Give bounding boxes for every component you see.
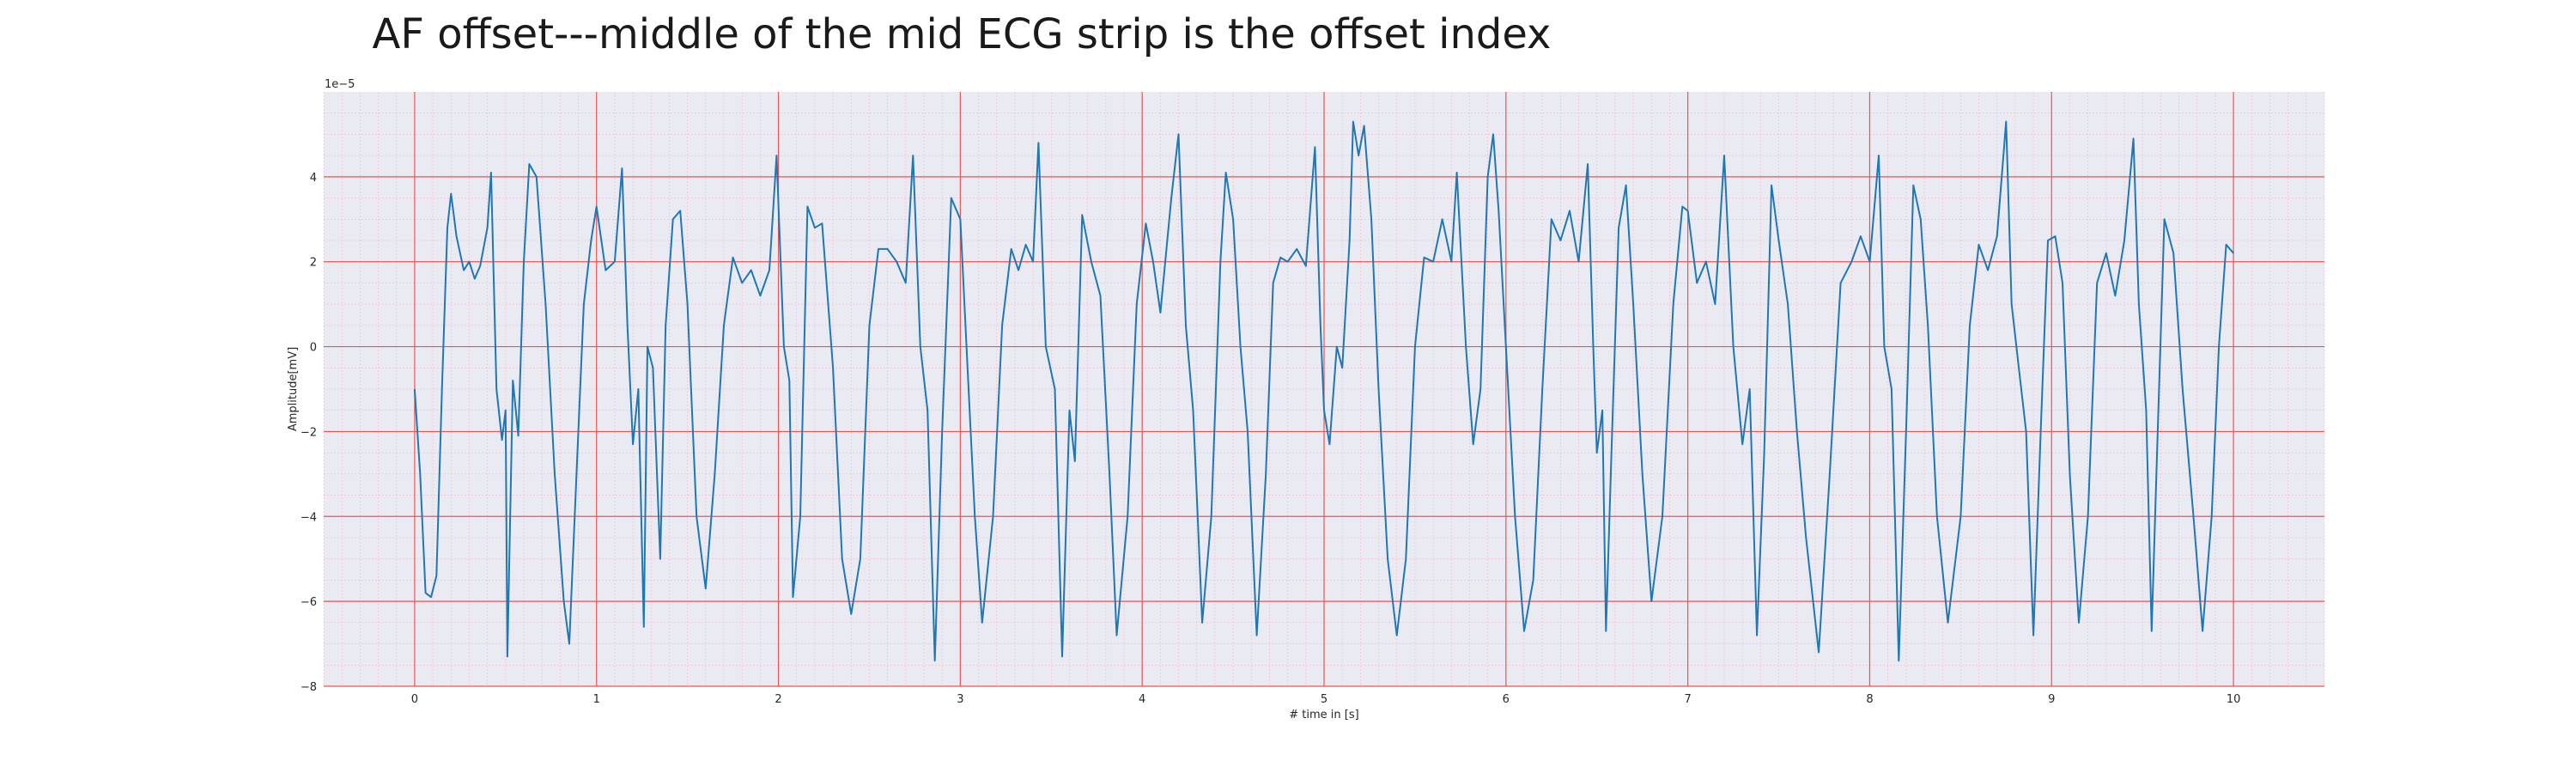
y-offset-text: 1e−5 bbox=[325, 78, 355, 91]
y-tick-label: −6 bbox=[301, 596, 317, 609]
x-tick-label: 1 bbox=[593, 693, 600, 706]
y-tick-label: 2 bbox=[310, 257, 317, 270]
x-tick-label: 8 bbox=[1866, 693, 1873, 706]
plot-area: 0 1 2 3 4 5 6 7 8 9 10 −8 −6 −4 −2 0 2 4 bbox=[301, 92, 2325, 706]
x-tick-label: 7 bbox=[1684, 693, 1691, 706]
x-tick-label: 0 bbox=[411, 693, 418, 706]
x-tick-label: 6 bbox=[1503, 693, 1510, 706]
x-tick-label: 3 bbox=[957, 693, 963, 706]
y-tick-label: −8 bbox=[301, 681, 317, 694]
series-line-0 bbox=[413, 120, 2234, 662]
y-axis-label: Amplitude[mV] bbox=[287, 347, 300, 431]
y-tick-label: 0 bbox=[310, 342, 317, 355]
x-tick-label: 5 bbox=[1321, 693, 1327, 706]
x-tick-label: 10 bbox=[2227, 693, 2241, 706]
x-axis-label: # time in [s] bbox=[1289, 709, 1358, 721]
x-tick-label: 4 bbox=[1139, 693, 1145, 706]
y-tick-label: −2 bbox=[301, 426, 317, 439]
y-tick-label: −4 bbox=[301, 511, 317, 524]
chart-title: AF offset---middle of the mid ECG strip … bbox=[373, 10, 1552, 58]
x-tick-label: 2 bbox=[775, 693, 781, 706]
y-tick-label: 4 bbox=[310, 172, 317, 185]
x-tick-label: 9 bbox=[2048, 693, 2055, 706]
